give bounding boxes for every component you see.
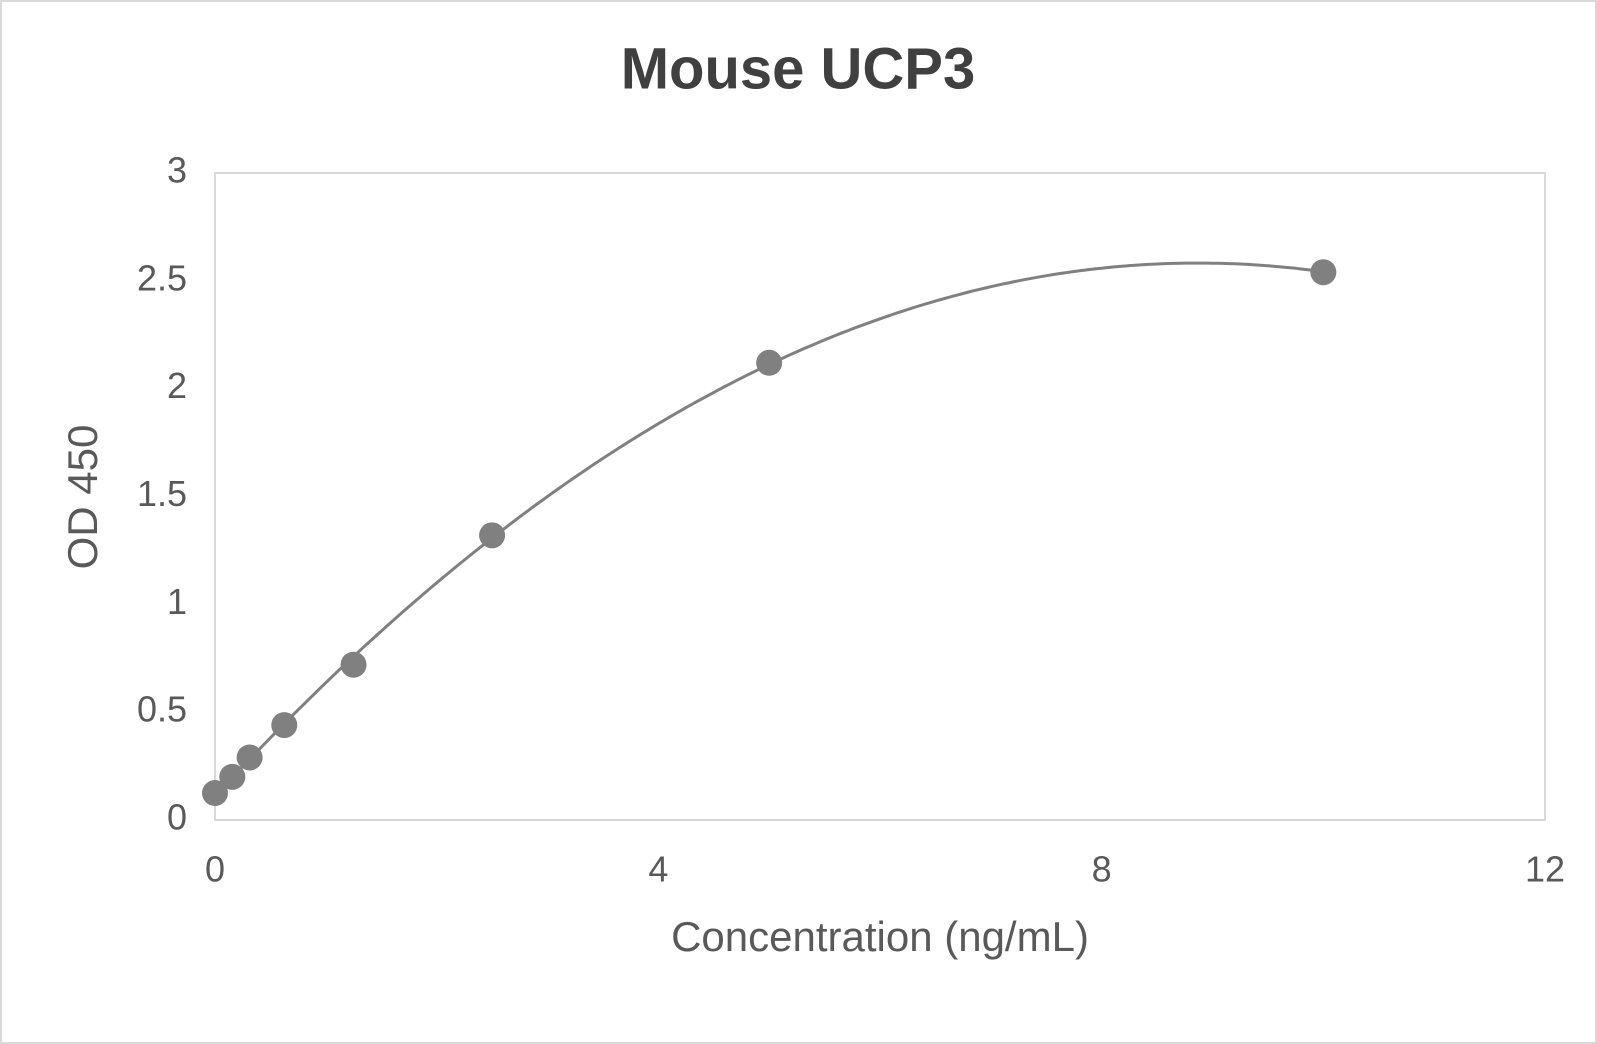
y-tick-label: 1	[167, 581, 187, 622]
y-axis-label: OD 450	[59, 425, 106, 570]
point	[479, 522, 506, 549]
y-tick-label: 3	[167, 150, 187, 191]
y-tick-label: 2.5	[137, 257, 187, 298]
point	[756, 349, 783, 376]
x-tick-label: 4	[648, 849, 668, 890]
y-tick-label: 0.5	[137, 689, 187, 730]
x-tick-label: 8	[1092, 849, 1112, 890]
x-tick-label: 0	[205, 849, 225, 890]
x-axis-label: Concentration (ng/mL)	[671, 913, 1089, 960]
y-tick-label: 2	[167, 365, 187, 406]
point	[202, 780, 228, 807]
point	[271, 712, 298, 739]
point	[219, 763, 246, 790]
y-tick-label: 0	[167, 797, 187, 838]
y-tick-label: 1.5	[137, 473, 187, 514]
x-tick-label: 12	[1525, 849, 1565, 890]
plot-area	[214, 172, 1546, 821]
point	[1310, 259, 1337, 286]
point	[340, 651, 367, 678]
chart-title: Mouse UCP3	[621, 36, 976, 101]
point	[236, 744, 263, 771]
